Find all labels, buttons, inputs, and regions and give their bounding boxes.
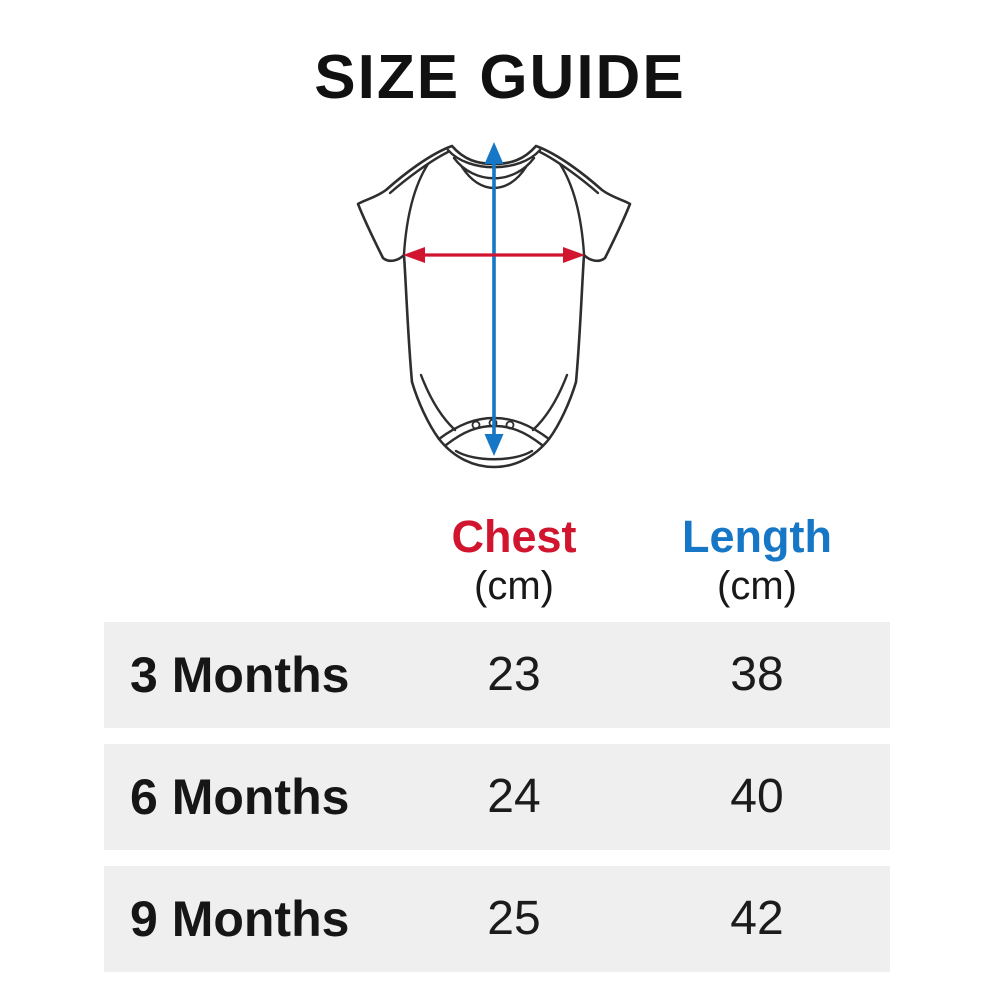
header-chest-label: Chest [451,511,577,562]
header-chest: Chest (cm) [404,514,624,606]
page-title: SIZE GUIDE [314,43,686,112]
crotch-hem [454,449,534,461]
size-label: 3 Months [130,647,350,703]
header-chest-unit: (cm) [474,564,554,608]
length-value: 42 [730,892,784,945]
bodysuit-svg [356,142,632,469]
header-length: Length (cm) [624,514,890,606]
header-size-spacer [104,514,404,606]
chest-value: 25 [487,892,541,945]
header-length-label: Length [682,511,832,562]
size-row-6-months: 6 Months 24 40 [104,744,890,850]
right-sleeve-seam [558,162,586,256]
header-length-unit: (cm) [717,564,797,608]
table-header: Chest (cm) Length (cm) [104,514,890,606]
size-row-9-months: 9 Months 25 42 [104,866,890,972]
left-sleeve-seam [402,162,430,256]
size-row-3-months: 3 Months 23 38 [104,622,890,728]
chest-value: 23 [487,648,541,701]
size-label: 6 Months [130,769,350,825]
left-leg-binding [419,373,457,432]
bodysuit-diagram [342,134,662,479]
size-label: 9 Months [130,891,350,947]
right-leg-binding [531,373,569,432]
left-shoulder-fold [388,150,450,195]
right-shoulder-fold [538,150,600,195]
chest-value: 24 [487,770,541,823]
chest-arrow [403,247,585,263]
length-arrow [484,142,504,456]
length-value: 40 [730,770,784,823]
length-value: 38 [730,648,784,701]
